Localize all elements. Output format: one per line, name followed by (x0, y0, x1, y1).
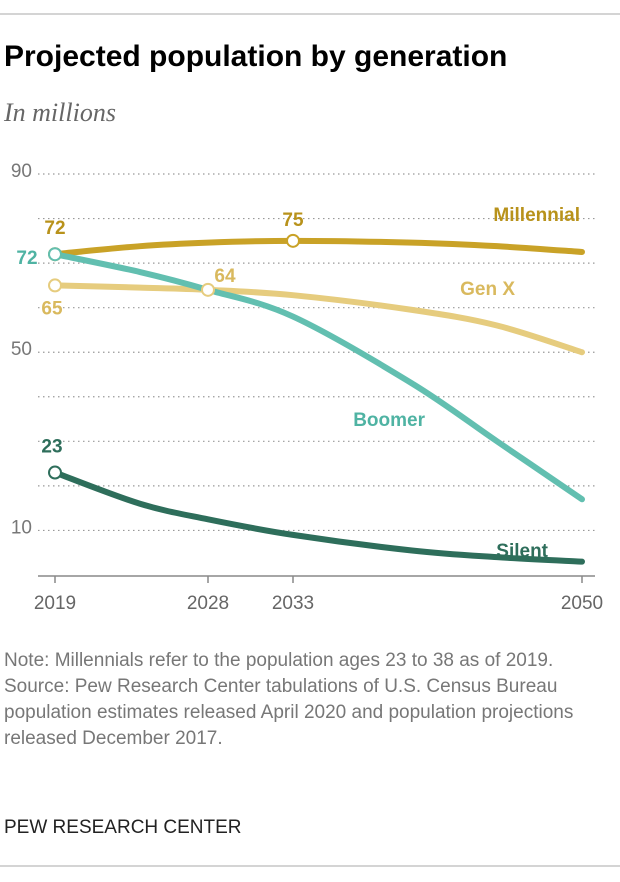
x-tick-label: 2019 (34, 593, 76, 614)
note: Note: Millennials refer to the populatio… (4, 650, 554, 671)
series-line (52, 282, 585, 356)
credit: PEW RESEARCH CENTER (4, 817, 242, 838)
series-line (52, 237, 585, 258)
series-label: Millennial (493, 205, 580, 226)
series-label: Boomer (353, 410, 425, 431)
series-label: Gen X (460, 279, 515, 300)
point-marker (286, 233, 300, 248)
series-label: Silent (496, 541, 548, 562)
x-tick-label: 2050 (561, 593, 603, 614)
source: Source: Pew Research Center tabulations … (4, 676, 574, 749)
data-label: 23 (41, 437, 62, 458)
point-marker (48, 465, 62, 480)
y-tick-label: 10 (11, 517, 32, 538)
chart-subtitle: In millions (3, 98, 116, 127)
point-marker (48, 247, 62, 262)
data-label: 72 (44, 218, 65, 239)
data-label: 64 (214, 266, 236, 287)
point-marker (201, 282, 215, 297)
x-tick-label: 2028 (187, 593, 229, 614)
y-tick-label: 50 (11, 339, 32, 360)
data-label: 72 (16, 248, 37, 269)
y-tick-label: 90 (11, 161, 32, 182)
data-label: 65 (41, 298, 63, 319)
chart-title: Projected population by generation (4, 40, 507, 73)
series-line (52, 251, 585, 503)
data-label: 75 (282, 210, 304, 231)
x-tick-label: 2033 (272, 593, 314, 614)
point-marker (48, 278, 62, 293)
note-box: Note: Millennials refer to the populatio… (4, 650, 574, 749)
series-line (52, 469, 585, 565)
